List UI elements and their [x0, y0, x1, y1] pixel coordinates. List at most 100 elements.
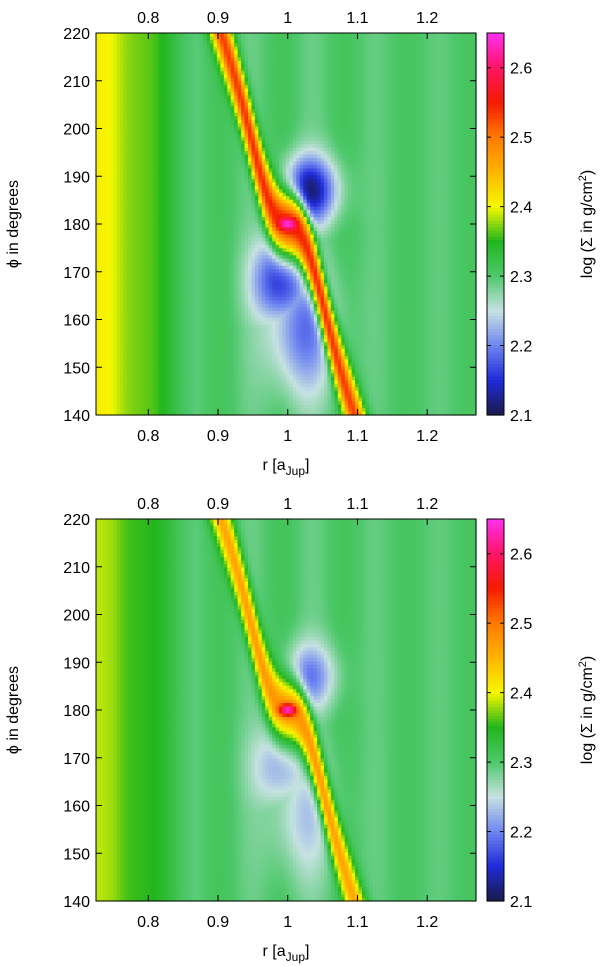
- heatmap-cell: [134, 217, 139, 222]
- heatmap-cell: [172, 33, 177, 38]
- heatmap-cell: [203, 210, 208, 215]
- heatmap-cell: [154, 147, 159, 152]
- heatmap-cell: [192, 390, 197, 395]
- heatmap-cell: [206, 92, 211, 97]
- heatmap-cell: [96, 355, 101, 361]
- heatmap-cell: [213, 203, 218, 208]
- heatmap-cell: [120, 314, 125, 319]
- heatmap-cell: [106, 328, 111, 333]
- heatmap-cell: [172, 397, 177, 402]
- heatmap-cell: [168, 67, 173, 72]
- heatmap-cell: [248, 224, 253, 229]
- heatmap-cell: [189, 237, 194, 242]
- heatmap-cell: [199, 397, 204, 402]
- heatmap-cell: [106, 168, 111, 173]
- heatmap-cell: [154, 258, 159, 263]
- heatmap-cell: [123, 349, 128, 354]
- heatmap-cell: [199, 227, 204, 232]
- heatmap-cell: [206, 248, 211, 253]
- heatmap-cell: [96, 328, 101, 333]
- heatmap-cell: [213, 404, 218, 409]
- heatmap-cell: [144, 74, 149, 79]
- heatmap-cell: [234, 293, 239, 298]
- heatmap-cell: [234, 359, 239, 364]
- heatmap-cell: [203, 293, 208, 298]
- heatmap-cell: [158, 147, 163, 152]
- heatmap-cell: [185, 355, 190, 361]
- heatmap-cell: [165, 185, 170, 190]
- heatmap-cell: [175, 262, 180, 267]
- heatmap-cell: [248, 199, 253, 204]
- heatmap-cell: [248, 210, 253, 215]
- heatmap-cell: [251, 164, 256, 170]
- heatmap-cell: [185, 362, 190, 367]
- heatmap-cell: [220, 164, 225, 170]
- heatmap-cell: [102, 227, 107, 232]
- heatmap-cell: [127, 60, 132, 65]
- heatmap-cell: [144, 342, 149, 347]
- heatmap-cell: [140, 224, 145, 229]
- heatmap-cell: [206, 60, 211, 65]
- heatmap-cell: [120, 71, 125, 76]
- heatmap-cell: [220, 355, 225, 361]
- heatmap-cell: [102, 123, 107, 128]
- heatmap-cell: [223, 387, 228, 392]
- heatmap-cell: [196, 67, 201, 72]
- heatmap-cell: [123, 74, 128, 79]
- heatmap-cell: [227, 33, 232, 38]
- heatmap-cell: [109, 178, 114, 183]
- heatmap-cell: [99, 289, 104, 295]
- heatmap-cell: [106, 335, 111, 340]
- heatmap-cell: [244, 310, 249, 315]
- heatmap-cell: [158, 175, 163, 180]
- heatmap-cell: [237, 376, 242, 381]
- heatmap-cell: [178, 133, 183, 138]
- heatmap-cell: [109, 397, 114, 402]
- heatmap-cell: [189, 57, 194, 62]
- heatmap-cell: [137, 161, 142, 166]
- heatmap-cell: [192, 50, 197, 55]
- heatmap-cell: [102, 258, 107, 263]
- heatmap-cell: [199, 158, 204, 163]
- heatmap-cell: [123, 36, 128, 41]
- heatmap-cell: [203, 178, 208, 183]
- heatmap-cell: [203, 224, 208, 229]
- heatmap-cell: [182, 46, 187, 51]
- heatmap-cell: [175, 161, 180, 166]
- heatmap-cell: [227, 213, 232, 218]
- heatmap-cell: [241, 227, 246, 232]
- heatmap-cell: [123, 33, 128, 38]
- heatmap-cell: [165, 342, 170, 347]
- heatmap-cell: [206, 387, 211, 392]
- heatmap-cell: [206, 85, 211, 90]
- heatmap-cell: [137, 140, 142, 145]
- heatmap-cell: [213, 390, 218, 395]
- heatmap-cell: [158, 286, 163, 291]
- heatmap-cell: [210, 349, 215, 354]
- heatmap-cell: [248, 60, 253, 65]
- heatmap-cell: [223, 85, 228, 90]
- heatmap-cell: [168, 71, 173, 76]
- heatmap-cell: [109, 300, 114, 305]
- heatmap-cell: [241, 394, 246, 399]
- heatmap-cell: [241, 206, 246, 211]
- heatmap-cell: [210, 133, 215, 138]
- heatmap-cell: [237, 269, 242, 274]
- heatmap-cell: [230, 102, 235, 107]
- heatmap-cell: [96, 342, 101, 347]
- heatmap-cell: [168, 144, 173, 149]
- heatmap-cell: [144, 352, 149, 357]
- heatmap-cell: [113, 289, 118, 295]
- heatmap-cell: [223, 265, 228, 270]
- heatmap-cell: [165, 338, 170, 343]
- heatmap-cell: [220, 123, 225, 128]
- heatmap-cell: [144, 244, 149, 249]
- heatmap-cell: [140, 123, 145, 128]
- heatmap-cell: [109, 276, 114, 281]
- heatmap-cell: [130, 335, 135, 340]
- heatmap-cell: [140, 317, 145, 322]
- heatmap-cell: [120, 206, 125, 211]
- heatmap-cell: [130, 81, 135, 86]
- heatmap-cell: [213, 283, 218, 288]
- heatmap-cell: [158, 151, 163, 156]
